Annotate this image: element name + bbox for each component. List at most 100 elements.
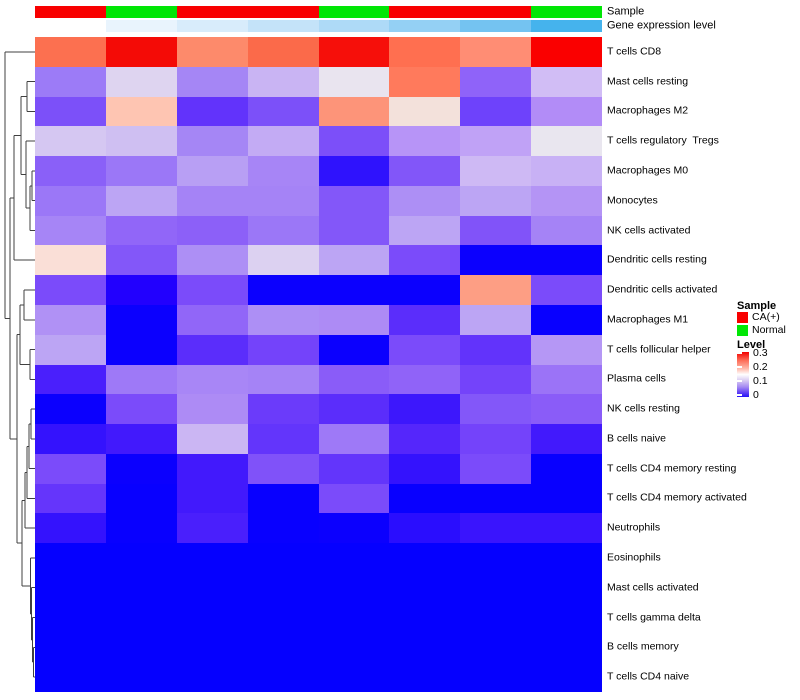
heatmap-cell [247, 632, 319, 663]
gene-expression-annotation-cell [247, 20, 319, 32]
heatmap-cell [389, 602, 461, 633]
heatmap-cell [105, 543, 177, 573]
row-label: Macrophages M0 [607, 164, 689, 177]
heatmap-cell [247, 364, 319, 395]
heatmap-cell [176, 245, 248, 276]
heatmap-cell [531, 394, 602, 425]
heatmap-cell [389, 66, 461, 97]
heatmap-cell [35, 572, 106, 603]
heatmap-cell [105, 156, 177, 186]
heatmap-cell [247, 453, 319, 484]
sample-annotation-label: Sample [607, 5, 645, 18]
heatmap-cell [460, 453, 532, 484]
heatmap-cell [176, 364, 248, 395]
heatmap-cell [105, 424, 177, 454]
heatmap-cell [105, 66, 177, 97]
heatmap-cell [35, 215, 106, 246]
row-label: B cells memory [607, 640, 679, 653]
heatmap-cell [389, 185, 461, 216]
heatmap-cell [105, 96, 177, 127]
heatmap-cell [105, 245, 177, 276]
heatmap-cell [247, 126, 319, 157]
heatmap-cell [35, 96, 106, 127]
heatmap-cell [460, 37, 532, 67]
heatmap-cell [247, 543, 319, 573]
heatmap-cell [318, 513, 390, 544]
row-dendrogram [4, 51, 35, 678]
heatmap-cell [35, 245, 106, 276]
legend-sample-title: Sample [737, 300, 777, 312]
heatmap-cell [460, 632, 532, 663]
heatmap-cell [531, 602, 602, 633]
heatmap-cell [318, 364, 390, 395]
heatmap-cell [318, 453, 390, 484]
heatmap-cell [247, 66, 319, 97]
heatmap-cell [389, 394, 461, 425]
gene-expression-annotation-cell [460, 20, 532, 32]
gene-expression-annotation-cell [105, 20, 177, 32]
level-tick-label: 0.1 [753, 375, 768, 387]
heatmap-cell [389, 632, 461, 663]
heatmap-cell [247, 572, 319, 603]
heatmap-cell [460, 215, 532, 246]
heatmap-cell [35, 543, 106, 573]
heatmap-cell [247, 156, 319, 186]
heatmap-cell [247, 215, 319, 246]
heatmap-cell [105, 304, 177, 335]
heatmap-cell [460, 364, 532, 395]
heatmap-cell [389, 513, 461, 544]
heatmap-cell [389, 364, 461, 395]
heatmap-cell [389, 662, 461, 692]
sample-annotation-cell [176, 6, 248, 18]
sample-annotation-cell [531, 6, 602, 18]
heatmap-cell [531, 37, 602, 67]
heatmap-cell [531, 245, 602, 276]
heatmap-cell [460, 126, 532, 157]
row-label: T cells CD4 memory resting [607, 462, 737, 475]
heatmap-cell [35, 66, 106, 97]
heatmap-cell [531, 513, 602, 544]
ca-color-swatch [737, 312, 748, 323]
sample-annotation-cell [247, 6, 319, 18]
heatmap-cell [105, 453, 177, 484]
heatmap-cell [176, 96, 248, 127]
heatmap-cell [176, 632, 248, 663]
row-label: T cells gamma delta [607, 611, 701, 624]
heatmap-cell [35, 304, 106, 335]
heatmap-cell [176, 185, 248, 216]
heatmap-cell [531, 185, 602, 216]
row-label: Dendritic cells resting [607, 253, 707, 266]
heatmap-cell [531, 126, 602, 157]
heatmap-cell [176, 275, 248, 305]
heatmap-cell [318, 662, 390, 692]
row-label: NK cells activated [607, 224, 691, 237]
heatmap-cell [105, 275, 177, 305]
legend-item-ca-label: CA(+) [752, 311, 780, 323]
heatmap-cell [389, 126, 461, 157]
row-label: T cells CD4 naive [607, 670, 690, 683]
heatmap-cell [318, 483, 390, 514]
heatmap-cell [531, 424, 602, 454]
heatmap-cell [176, 543, 248, 573]
gene-expression-annotation-cell [318, 20, 390, 32]
heatmap-cell [460, 513, 532, 544]
heatmap-cell [247, 483, 319, 514]
heatmap-cell [460, 543, 532, 573]
row-label: Neutrophils [607, 521, 661, 534]
heatmap-cell [176, 513, 248, 544]
heatmap-cell [389, 245, 461, 276]
heatmap-cell [531, 66, 602, 97]
heatmap-cell [35, 453, 106, 484]
legend-item-ca: CA(+) [737, 312, 780, 323]
heatmap-cell [389, 334, 461, 365]
sample-annotation-cell [105, 6, 177, 18]
heatmap-cell [531, 96, 602, 127]
heatmap-cell [318, 543, 390, 573]
heatmap-cell [389, 37, 461, 67]
heatmap-cell [105, 37, 177, 67]
heatmap-cell [105, 185, 177, 216]
row-label: NK cells resting [607, 402, 680, 415]
heatmap-cell [460, 156, 532, 186]
heatmap-cell [176, 126, 248, 157]
row-label: Mast cells activated [607, 581, 699, 594]
